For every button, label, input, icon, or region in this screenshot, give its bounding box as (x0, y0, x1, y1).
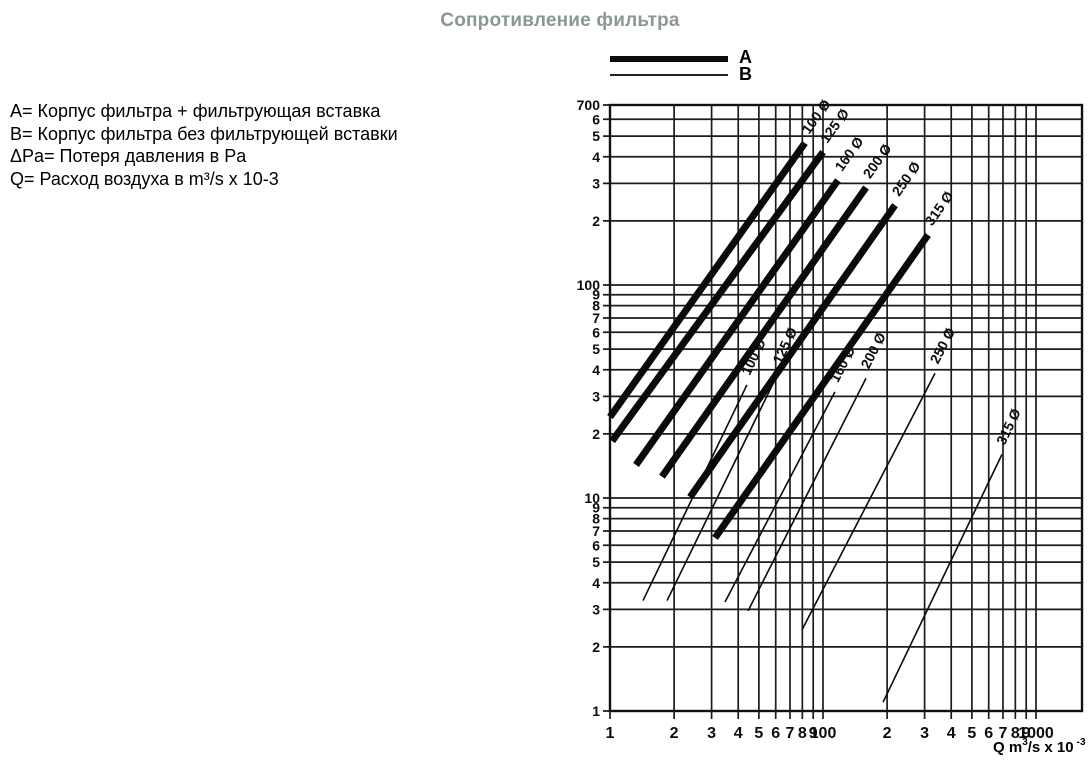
x-tick-label: 6 (771, 725, 780, 742)
series-label-b-315: 315 Ø (993, 406, 1024, 447)
series-line-a-100 (607, 141, 808, 420)
note-q: Q= Расход воздуха в m³/s x 10-3 (10, 168, 279, 189)
legend-label-a: A (739, 47, 752, 67)
series-line-b-250 (801, 372, 936, 631)
y-tick-label: 3 (592, 175, 600, 191)
x-tick-label: 8 (798, 725, 807, 742)
x-tick-label: 7 (999, 725, 1008, 742)
y-tick-label: 2 (592, 639, 600, 655)
y-tick-label: 7 (592, 310, 600, 326)
x-tick-label: 100 (810, 725, 837, 742)
series-line-b-160 (724, 391, 836, 603)
series-label-b-250: 250 Ø (926, 325, 958, 366)
y-tick-label: 5 (592, 554, 600, 570)
x-tick-label: 9 (809, 725, 818, 742)
series-label-a-200: 200 Ø (859, 141, 894, 181)
series-line-a-315 (712, 232, 931, 540)
series-line-b-100 (642, 384, 748, 601)
x-tick-label: 5 (754, 725, 763, 742)
series-line-a-125 (609, 149, 826, 444)
legend-label-b: B (739, 64, 752, 84)
y-tick-label: 5 (592, 341, 600, 357)
y-tick-label: 2 (592, 426, 600, 442)
y-tick-label: 4 (592, 149, 600, 165)
y-tick-label: 9 (592, 500, 600, 516)
legend-line-b (610, 74, 728, 76)
y-tick-label: 3 (592, 601, 600, 617)
y-tick-label: 1 (592, 703, 600, 719)
x-tick-label: 4 (947, 725, 956, 742)
x-tick-label: 3 (707, 725, 716, 742)
series-label-b-200: 200 Ø (857, 330, 889, 371)
y-tick-label: 700 (577, 97, 601, 113)
x-axis-label-part: /s x 10 (1027, 739, 1074, 756)
series-line-b-200 (747, 377, 867, 612)
definitions-block: A= Корпус фильтра + фильтрующая вставка … (10, 100, 398, 190)
x-tick-label: 7 (786, 725, 795, 742)
series-line-a-160 (633, 178, 841, 467)
x-tick-label: 8 (1011, 725, 1020, 742)
y-tick-label: 100 (577, 277, 601, 293)
legend-line-a (610, 56, 728, 62)
x-axis-label-part: Q m (993, 739, 1023, 756)
note-b: B= Корпус фильтра без фильтрующей вставк… (10, 123, 398, 144)
y-tick-label: 6 (592, 324, 600, 340)
series-line-a-250 (687, 203, 898, 500)
series-line-b-125 (666, 372, 779, 601)
x-tick-label: 2 (883, 725, 892, 742)
page-title: Сопротивление фильтра (440, 10, 680, 31)
plot-frame (608, 103, 1084, 713)
x-tick-label: 4 (734, 725, 743, 742)
y-tick-label: 8 (592, 511, 600, 527)
series-label-a-250: 250 Ø (888, 158, 923, 198)
x-tick-label: 5 (967, 725, 976, 742)
x-tick-label: 1000 (1018, 725, 1054, 742)
y-tick-label: 5 (592, 128, 600, 144)
series-line-b-315 (882, 454, 1003, 703)
y-tick-label: 3 (592, 388, 600, 404)
x-tick-label: 6 (984, 725, 993, 742)
y-tick-label: 4 (592, 362, 600, 378)
x-tick-label: 2 (670, 725, 679, 742)
note-a: A= Корпус фильтра + фильтрующая вставка (10, 101, 381, 121)
x-axis-label-sup: -3 (1076, 737, 1086, 748)
x-tick-label: 3 (920, 725, 929, 742)
y-tick-label: 2 (592, 213, 600, 229)
y-tick-label: 9 (592, 287, 600, 303)
note-dpa: ΔPa= Потеря давления в Pa (10, 146, 247, 166)
x-tick-label: 9 (1022, 725, 1031, 742)
y-tick-label: 7 (592, 523, 600, 539)
x-axis-label: Q m3/s x 10 -3 (993, 737, 1086, 756)
y-tick-label: 10 (584, 490, 600, 506)
y-tick-label: 6 (592, 111, 600, 127)
y-tick-label: 6 (592, 537, 600, 553)
x-axis-label-sup: 3 (1022, 737, 1028, 748)
x-tick-label: 1 (606, 725, 615, 742)
y-tick-label: 4 (592, 575, 600, 591)
series-line-a-200 (659, 185, 869, 479)
y-tick-label: 8 (592, 298, 600, 314)
